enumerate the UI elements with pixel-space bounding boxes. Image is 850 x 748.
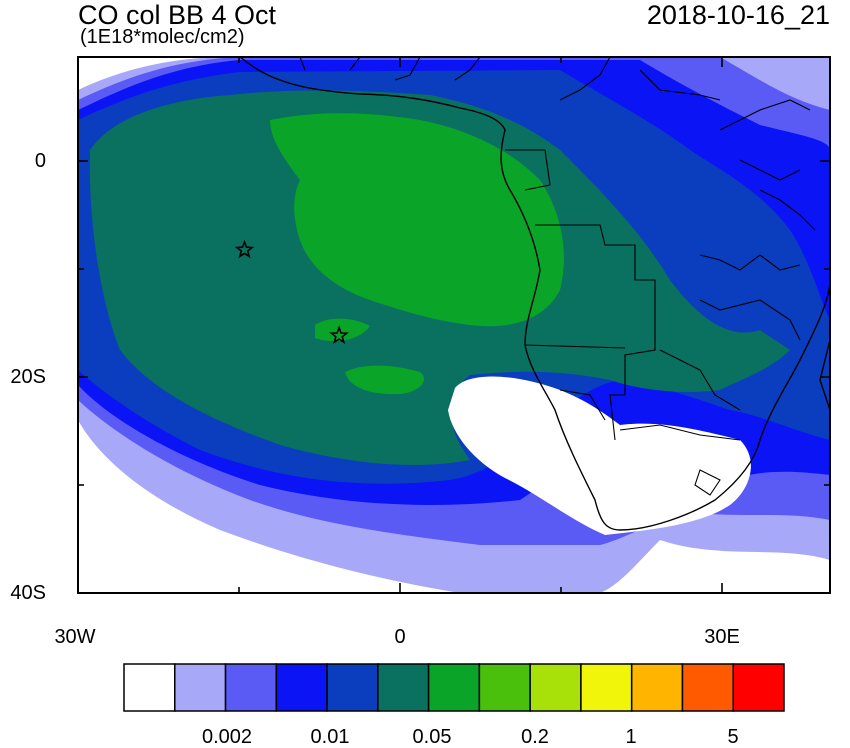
colorbar-swatch-2: [224, 663, 278, 712]
colorbar-swatch-11: [681, 663, 734, 712]
co-contour-field: [78, 57, 830, 593]
colorbar-swatch-5: [377, 663, 430, 712]
madagascar-outline: [819, 339, 830, 411]
colorbar-label-1: 0.01: [310, 726, 350, 748]
colorbar-swatch-0: [123, 663, 176, 712]
clean-air-region: [448, 376, 751, 535]
coastlines: [239, 57, 830, 531]
colorbar-label-3: 0.2: [521, 726, 549, 748]
colorbar-swatch-10: [630, 663, 684, 712]
marker-layer: [234, 239, 349, 345]
colorbar-label-0: 0.002: [201, 726, 253, 748]
plot-frame: [77, 56, 831, 594]
colorbar-swatch-8: [529, 663, 582, 712]
colorbar-swatch-9: [580, 663, 633, 712]
colorbar-swatch-1: [174, 663, 227, 712]
x-tick-label-30w: 30W: [54, 626, 96, 648]
x-tick-label-0: 0: [394, 626, 406, 648]
colorbar-label-4: 1: [625, 726, 637, 748]
map-units: (1E18*molec/cm2): [80, 26, 245, 48]
colorbar-swatch-7: [478, 663, 531, 712]
map-datetime: 2018-10-16_21: [646, 0, 830, 30]
colorbar-label-2: 0.05: [412, 726, 452, 748]
colorbar-swatch-12: [732, 663, 785, 712]
star-1-icon: [234, 239, 255, 259]
country-borders: [299, 57, 816, 496]
contour-level-6: [270, 113, 564, 327]
x-tick-label-30e: 30E: [704, 626, 740, 648]
contour-level-6c: [315, 318, 370, 342]
y-tick-label-0: 0: [34, 150, 46, 172]
map-title: CO col BB 4 Oct: [78, 0, 277, 30]
tick-marks: [77, 56, 830, 594]
y-tick-label-20s: 20S: [10, 366, 46, 388]
y-tick-label-40s: 40S: [10, 582, 46, 604]
contour-level-6b: [345, 365, 424, 395]
star-2-icon: [329, 325, 349, 345]
colorbar-swatch-4: [326, 663, 379, 712]
colorbar-swatch-3: [275, 663, 328, 712]
colorbar: [123, 663, 785, 712]
colorbar-label-5: 5: [727, 726, 739, 748]
colorbar-swatch-6: [427, 663, 481, 712]
